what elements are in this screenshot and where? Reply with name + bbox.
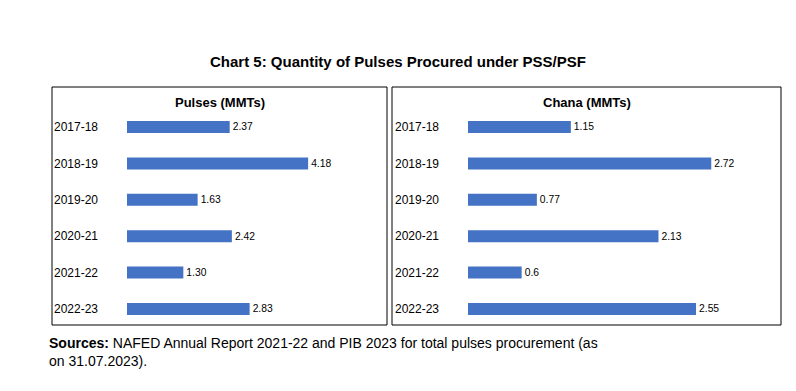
- svg-text:2.13: 2.13: [661, 231, 681, 242]
- svg-text:2020-21: 2020-21: [54, 229, 98, 243]
- svg-text:2.37: 2.37: [233, 121, 253, 132]
- svg-text:2018-19: 2018-19: [54, 157, 98, 171]
- svg-text:2.42: 2.42: [235, 231, 255, 242]
- svg-text:2019-20: 2019-20: [395, 193, 439, 207]
- svg-text:2022-23: 2022-23: [54, 302, 98, 316]
- svg-text:2021-22: 2021-22: [54, 266, 98, 280]
- svg-text:1.63: 1.63: [201, 194, 221, 205]
- svg-text:2019-20: 2019-20: [54, 193, 98, 207]
- svg-text:Pulses (MMTs): Pulses (MMTs): [175, 95, 265, 110]
- svg-text:Sources: NAFED Annual Report 2: Sources: NAFED Annual Report 2021-22 and…: [49, 335, 598, 369]
- svg-text:Chart 5: Quantity of Pulses Pr: Chart 5: Quantity of Pulses Procured und…: [210, 53, 586, 70]
- svg-text:0.77: 0.77: [540, 194, 560, 205]
- svg-text:2020-21: 2020-21: [395, 229, 439, 243]
- svg-text:2022-23: 2022-23: [395, 302, 439, 316]
- svg-text:2017-18: 2017-18: [395, 120, 439, 134]
- svg-text:2021-22: 2021-22: [395, 266, 439, 280]
- svg-text:2.83: 2.83: [253, 303, 273, 314]
- svg-text:2.72: 2.72: [714, 158, 734, 169]
- svg-text:2.55: 2.55: [699, 303, 719, 314]
- svg-text:1.15: 1.15: [574, 121, 594, 132]
- svg-text:0.6: 0.6: [525, 267, 540, 278]
- svg-text:2017-18: 2017-18: [54, 120, 98, 134]
- svg-text:4.18: 4.18: [311, 158, 331, 169]
- svg-text:1.30: 1.30: [186, 267, 206, 278]
- svg-text:Chana (MMTs): Chana (MMTs): [543, 95, 631, 110]
- svg-text:2018-19: 2018-19: [395, 157, 439, 171]
